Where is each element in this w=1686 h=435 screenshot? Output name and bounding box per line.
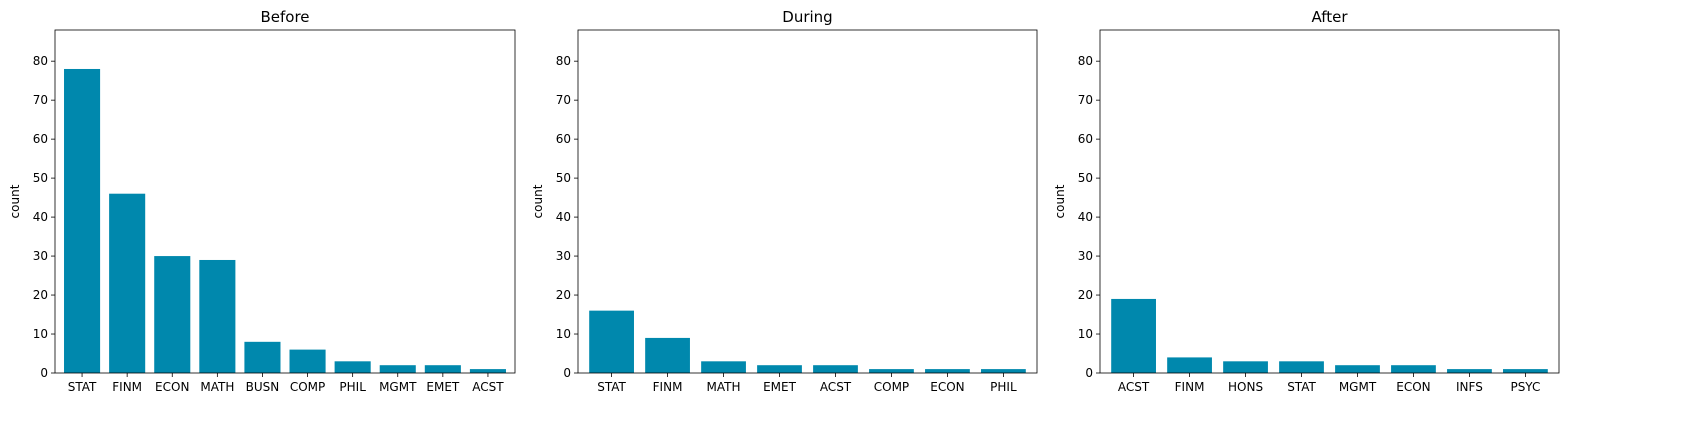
x-tick-label-before-busn: BUSN [246,380,280,394]
bar-during-comp [869,369,914,373]
bar-before-econ [154,256,191,373]
x-tick-label-after-econ: ECON [1396,380,1430,394]
x-tick-label-after-psyc: PSYC [1510,380,1540,394]
y-tick-label-during-60: 60 [556,132,571,146]
x-tick-label-during-math: MATH [707,380,741,394]
y-tick-label-after-40: 40 [1078,210,1093,224]
y-tick-label-after-80: 80 [1078,54,1093,68]
subplot-title-before: Before [260,8,309,26]
bar-before-busn [244,341,281,373]
y-tick-label-after-30: 30 [1078,249,1093,263]
y-tick-label-after-20: 20 [1078,288,1093,302]
bar-before-stat [64,68,101,373]
bar-during-stat [589,310,634,373]
y-tick-label-during-50: 50 [556,171,571,185]
axes-frame-after [1099,29,1560,374]
subplot-after: After count ACST FINM HONS STAT MGMT ECON INFS… [1053,8,1560,394]
x-tick-label-after-stat: STAT [1287,380,1316,394]
bar-before-finm [109,193,146,373]
x-tick-label-during-stat: STAT [597,380,626,394]
y-axis-label-after: count [1053,184,1067,218]
y-tick-label-after-60: 60 [1078,132,1093,146]
subplot-during: During count STAT FINM MATH EMET ACST COMP ECO… [531,8,1038,394]
y-tick-label-after-50: 50 [1078,171,1093,185]
x-tick-label-during-econ: ECON [930,380,964,394]
bar-during-finm [645,337,690,373]
y-tick-label-before-40: 40 [33,210,48,224]
y-tick-label-before-20: 20 [33,288,48,302]
y-tick-label-during-10: 10 [556,327,571,341]
bar-during-acst [813,365,858,373]
y-tick-label-after-70: 70 [1078,93,1093,107]
x-tick-label-before-phil: PHIL [339,380,366,394]
bar-after-infs [1447,369,1492,373]
y-tick-label-during-70: 70 [556,93,571,107]
subplot-title-during: During [782,8,832,26]
y-tick-label-before-30: 30 [33,249,48,263]
x-tick-label-during-phil: PHIL [990,380,1017,394]
axes-frame-during [577,29,1038,374]
y-tick-label-during-30: 30 [556,249,571,263]
x-tick-label-before-acst: ACST [472,380,504,394]
subplot-before: Before count STAT FINM ECON MATH BUSN COMP PHI… [8,8,516,394]
x-tick-label-before-emet: EMET [426,380,460,394]
bar-after-hons [1223,361,1268,373]
bar-before-mgmt [379,365,416,373]
bar-after-finm [1167,357,1212,373]
x-tick-label-after-hons: HONS [1228,380,1263,394]
y-tick-label-before-50: 50 [33,171,48,185]
bar-after-econ [1391,365,1436,373]
bar-before-comp [289,349,326,373]
y-axis-label-during: count [531,184,545,218]
y-tick-label-before-80: 80 [33,54,48,68]
bar-during-econ [925,369,970,373]
x-tick-label-before-math: MATH [200,380,234,394]
bar-before-math [199,259,236,373]
bar-after-mgmt [1335,365,1380,373]
x-tick-label-during-finm: FINM [653,380,683,394]
bar-after-acst [1111,298,1156,373]
x-tick-label-after-infs: INFS [1456,380,1483,394]
y-tick-label-after-10: 10 [1078,327,1093,341]
bar-before-emet [424,365,461,373]
y-tick-label-during-20: 20 [556,288,571,302]
x-tick-label-before-econ: ECON [155,380,189,394]
y-tick-label-during-0: 0 [563,366,571,380]
y-tick-label-during-80: 80 [556,54,571,68]
bar-before-phil [334,361,371,373]
x-tick-label-before-mgmt: MGMT [379,380,417,394]
bar-during-math [701,361,746,373]
x-tick-label-during-emet: EMET [763,380,797,394]
y-tick-label-before-70: 70 [33,93,48,107]
x-tick-label-after-finm: FINM [1175,380,1205,394]
bar-during-emet [757,365,802,373]
x-tick-label-before-finm: FINM [112,380,142,394]
bar-after-psyc [1503,369,1548,373]
bar-during-phil [981,369,1026,373]
axes-frame-before [54,29,516,374]
y-tick-label-before-10: 10 [33,327,48,341]
x-tick-label-after-mgmt: MGMT [1339,380,1377,394]
x-tick-label-during-comp: COMP [874,380,909,394]
x-tick-label-after-acst: ACST [1118,380,1150,394]
y-tick-label-before-60: 60 [33,132,48,146]
y-tick-label-before-0: 0 [40,366,48,380]
y-tick-label-after-0: 0 [1085,366,1093,380]
y-axis-label-before: count [8,184,22,218]
x-tick-label-before-stat: STAT [68,380,97,394]
bar-before-acst [469,369,506,373]
x-tick-label-before-comp: COMP [290,380,325,394]
y-tick-label-during-40: 40 [556,210,571,224]
subplot-title-after: After [1311,8,1348,26]
x-tick-label-during-acst: ACST [820,380,852,394]
bar-after-stat [1279,361,1324,373]
